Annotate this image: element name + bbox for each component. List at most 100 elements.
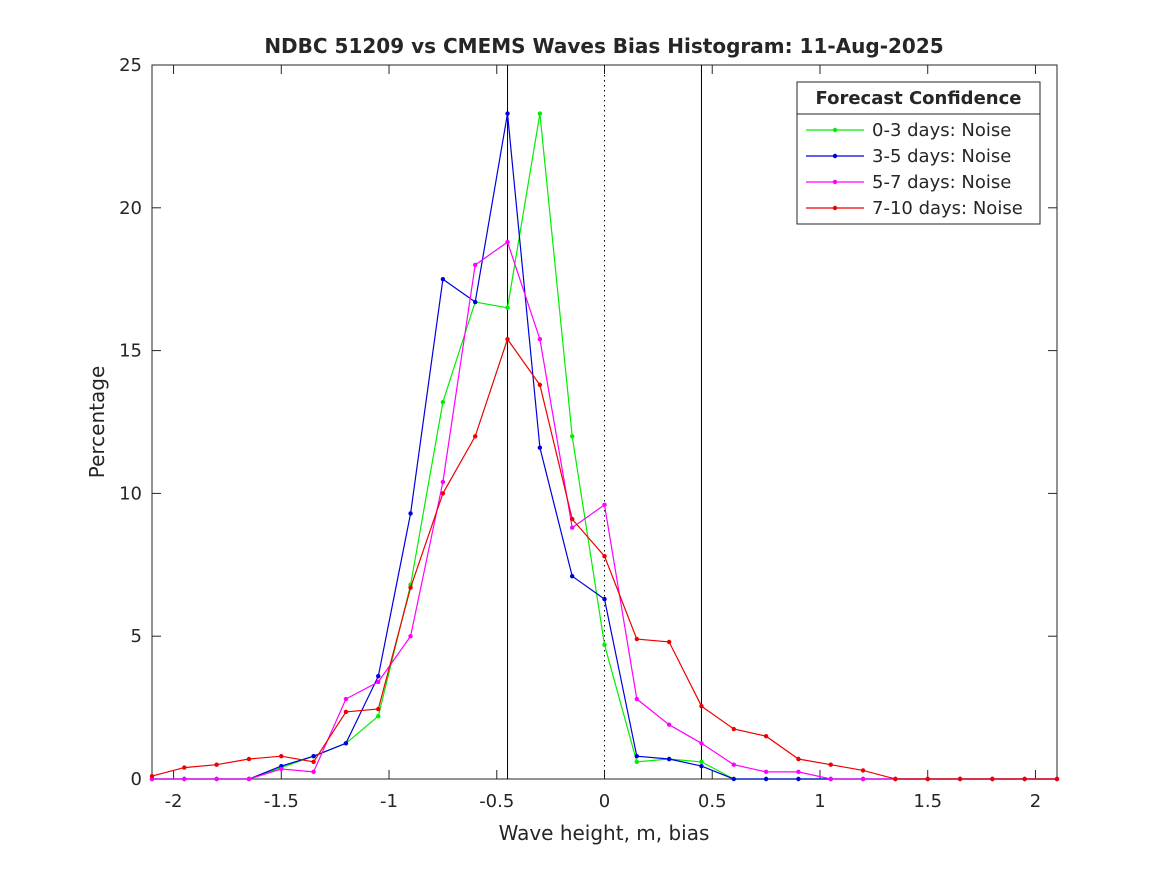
- x-tick-label: -0.5: [479, 791, 514, 812]
- legend-entry-3: 5-7 days: Noise: [872, 172, 1011, 193]
- series-1-point: [440, 399, 446, 405]
- series-1-point: [376, 713, 381, 719]
- series-4-point: [602, 554, 607, 559]
- series-3-point: [311, 769, 316, 775]
- series-2-point: [666, 756, 672, 762]
- y-tick-label: 15: [119, 341, 142, 362]
- legend-entry-4: 7-10 days: Noise: [872, 198, 1023, 219]
- legend-marker-2: [832, 153, 838, 159]
- series-2-point: [343, 741, 349, 746]
- series-2-point: [569, 574, 575, 579]
- series-3-point: [408, 634, 413, 639]
- series-4-point: [505, 336, 510, 342]
- series-3-point: [828, 776, 833, 782]
- x-tick-label: -1: [380, 791, 398, 812]
- series-3-point: [182, 776, 187, 782]
- series-2-point: [473, 299, 478, 305]
- series-4-point: [537, 382, 543, 388]
- series-4-point: [925, 776, 930, 782]
- series-3-point: [473, 262, 478, 268]
- series-4-point: [149, 773, 155, 779]
- series-3-point: [860, 776, 866, 782]
- series-3-point: [602, 502, 607, 508]
- series-4-point: [990, 776, 995, 782]
- series-4-point: [893, 776, 898, 782]
- series-4-point: [957, 776, 963, 782]
- series-4-point: [376, 706, 381, 712]
- series-3-point: [537, 336, 543, 342]
- y-tick-label: 25: [119, 55, 142, 76]
- series-4-point: [860, 768, 866, 773]
- legend-title: Forecast Confidence: [816, 88, 1022, 109]
- series-1-point: [634, 759, 640, 765]
- x-tick-label: 0.5: [698, 791, 727, 812]
- y-tick-label: 0: [131, 769, 142, 790]
- x-tick-label: -2: [165, 791, 183, 812]
- y-axis-label: Percentage: [85, 366, 109, 479]
- series-4-point: [182, 765, 187, 770]
- series-4-point: [796, 756, 801, 762]
- series-1-point: [699, 759, 704, 765]
- x-tick-label: 1.5: [913, 791, 942, 812]
- series-4-point: [214, 762, 219, 767]
- series-2-point: [537, 445, 543, 450]
- series-4-point: [1054, 776, 1060, 782]
- series-3-point: [343, 696, 349, 702]
- series-3-point: [796, 769, 801, 775]
- series-4-point: [246, 756, 252, 762]
- legend-entry-2: 3-5 days: Noise: [872, 146, 1011, 167]
- x-axis-label: Wave height, m, bias: [499, 821, 710, 845]
- series-4-point: [440, 491, 446, 496]
- series-3-point: [569, 525, 575, 530]
- series-1-point: [505, 305, 510, 310]
- y-tick-label: 10: [119, 483, 142, 504]
- series-4-point: [666, 639, 672, 645]
- legend-box: [796, 81, 1041, 225]
- series-1-point: [569, 434, 575, 439]
- chart-title: NDBC 51209 vs CMEMS Waves Bias Histogram…: [264, 34, 943, 58]
- series-4-point: [343, 709, 349, 715]
- legend-entry-1: 0-3 days: Noise: [872, 120, 1011, 141]
- series-3-point: [763, 769, 769, 775]
- series-2-point: [505, 111, 510, 116]
- series-4-point: [311, 759, 316, 765]
- series-2-point: [731, 776, 736, 782]
- series-4-point: [569, 516, 575, 522]
- series-4-point: [828, 762, 833, 767]
- series-3-point: [505, 239, 510, 245]
- series-3-point: [279, 766, 284, 772]
- series-4-point: [473, 434, 478, 439]
- legend: Forecast Confidence 0-3 days: Noise 3-5 da…: [796, 81, 1041, 225]
- series-2-point: [634, 753, 640, 759]
- series-1-point: [537, 111, 543, 116]
- x-tick-label: 1: [814, 791, 825, 812]
- series-4-point: [1022, 776, 1027, 782]
- series-2-point: [796, 776, 801, 782]
- series-2-point: [440, 277, 446, 282]
- series-2-point: [376, 673, 381, 679]
- series-3-point: [214, 776, 219, 782]
- series-3-point: [376, 679, 381, 685]
- series-4-point: [699, 703, 704, 709]
- series-3-point: [731, 762, 736, 767]
- series-2-point: [763, 776, 769, 782]
- legend-marker-1: [832, 127, 838, 133]
- series-1-point: [602, 642, 607, 647]
- series-2-point: [602, 596, 607, 602]
- x-tick-label: 0: [599, 791, 610, 812]
- series-3-point: [246, 776, 252, 782]
- series-2-point: [408, 511, 413, 516]
- x-tick-label: 2: [1030, 791, 1041, 812]
- y-tick-label: 5: [131, 626, 142, 647]
- series-4-point: [634, 636, 640, 642]
- series-4-point: [279, 753, 284, 759]
- series-4-point: [408, 585, 413, 590]
- series-2-point: [311, 753, 316, 759]
- series-4-point: [731, 726, 736, 732]
- series-2-point: [699, 763, 704, 769]
- legend-marker-4: [832, 205, 838, 211]
- series-3-point: [440, 479, 446, 485]
- legend-marker-3: [832, 179, 838, 185]
